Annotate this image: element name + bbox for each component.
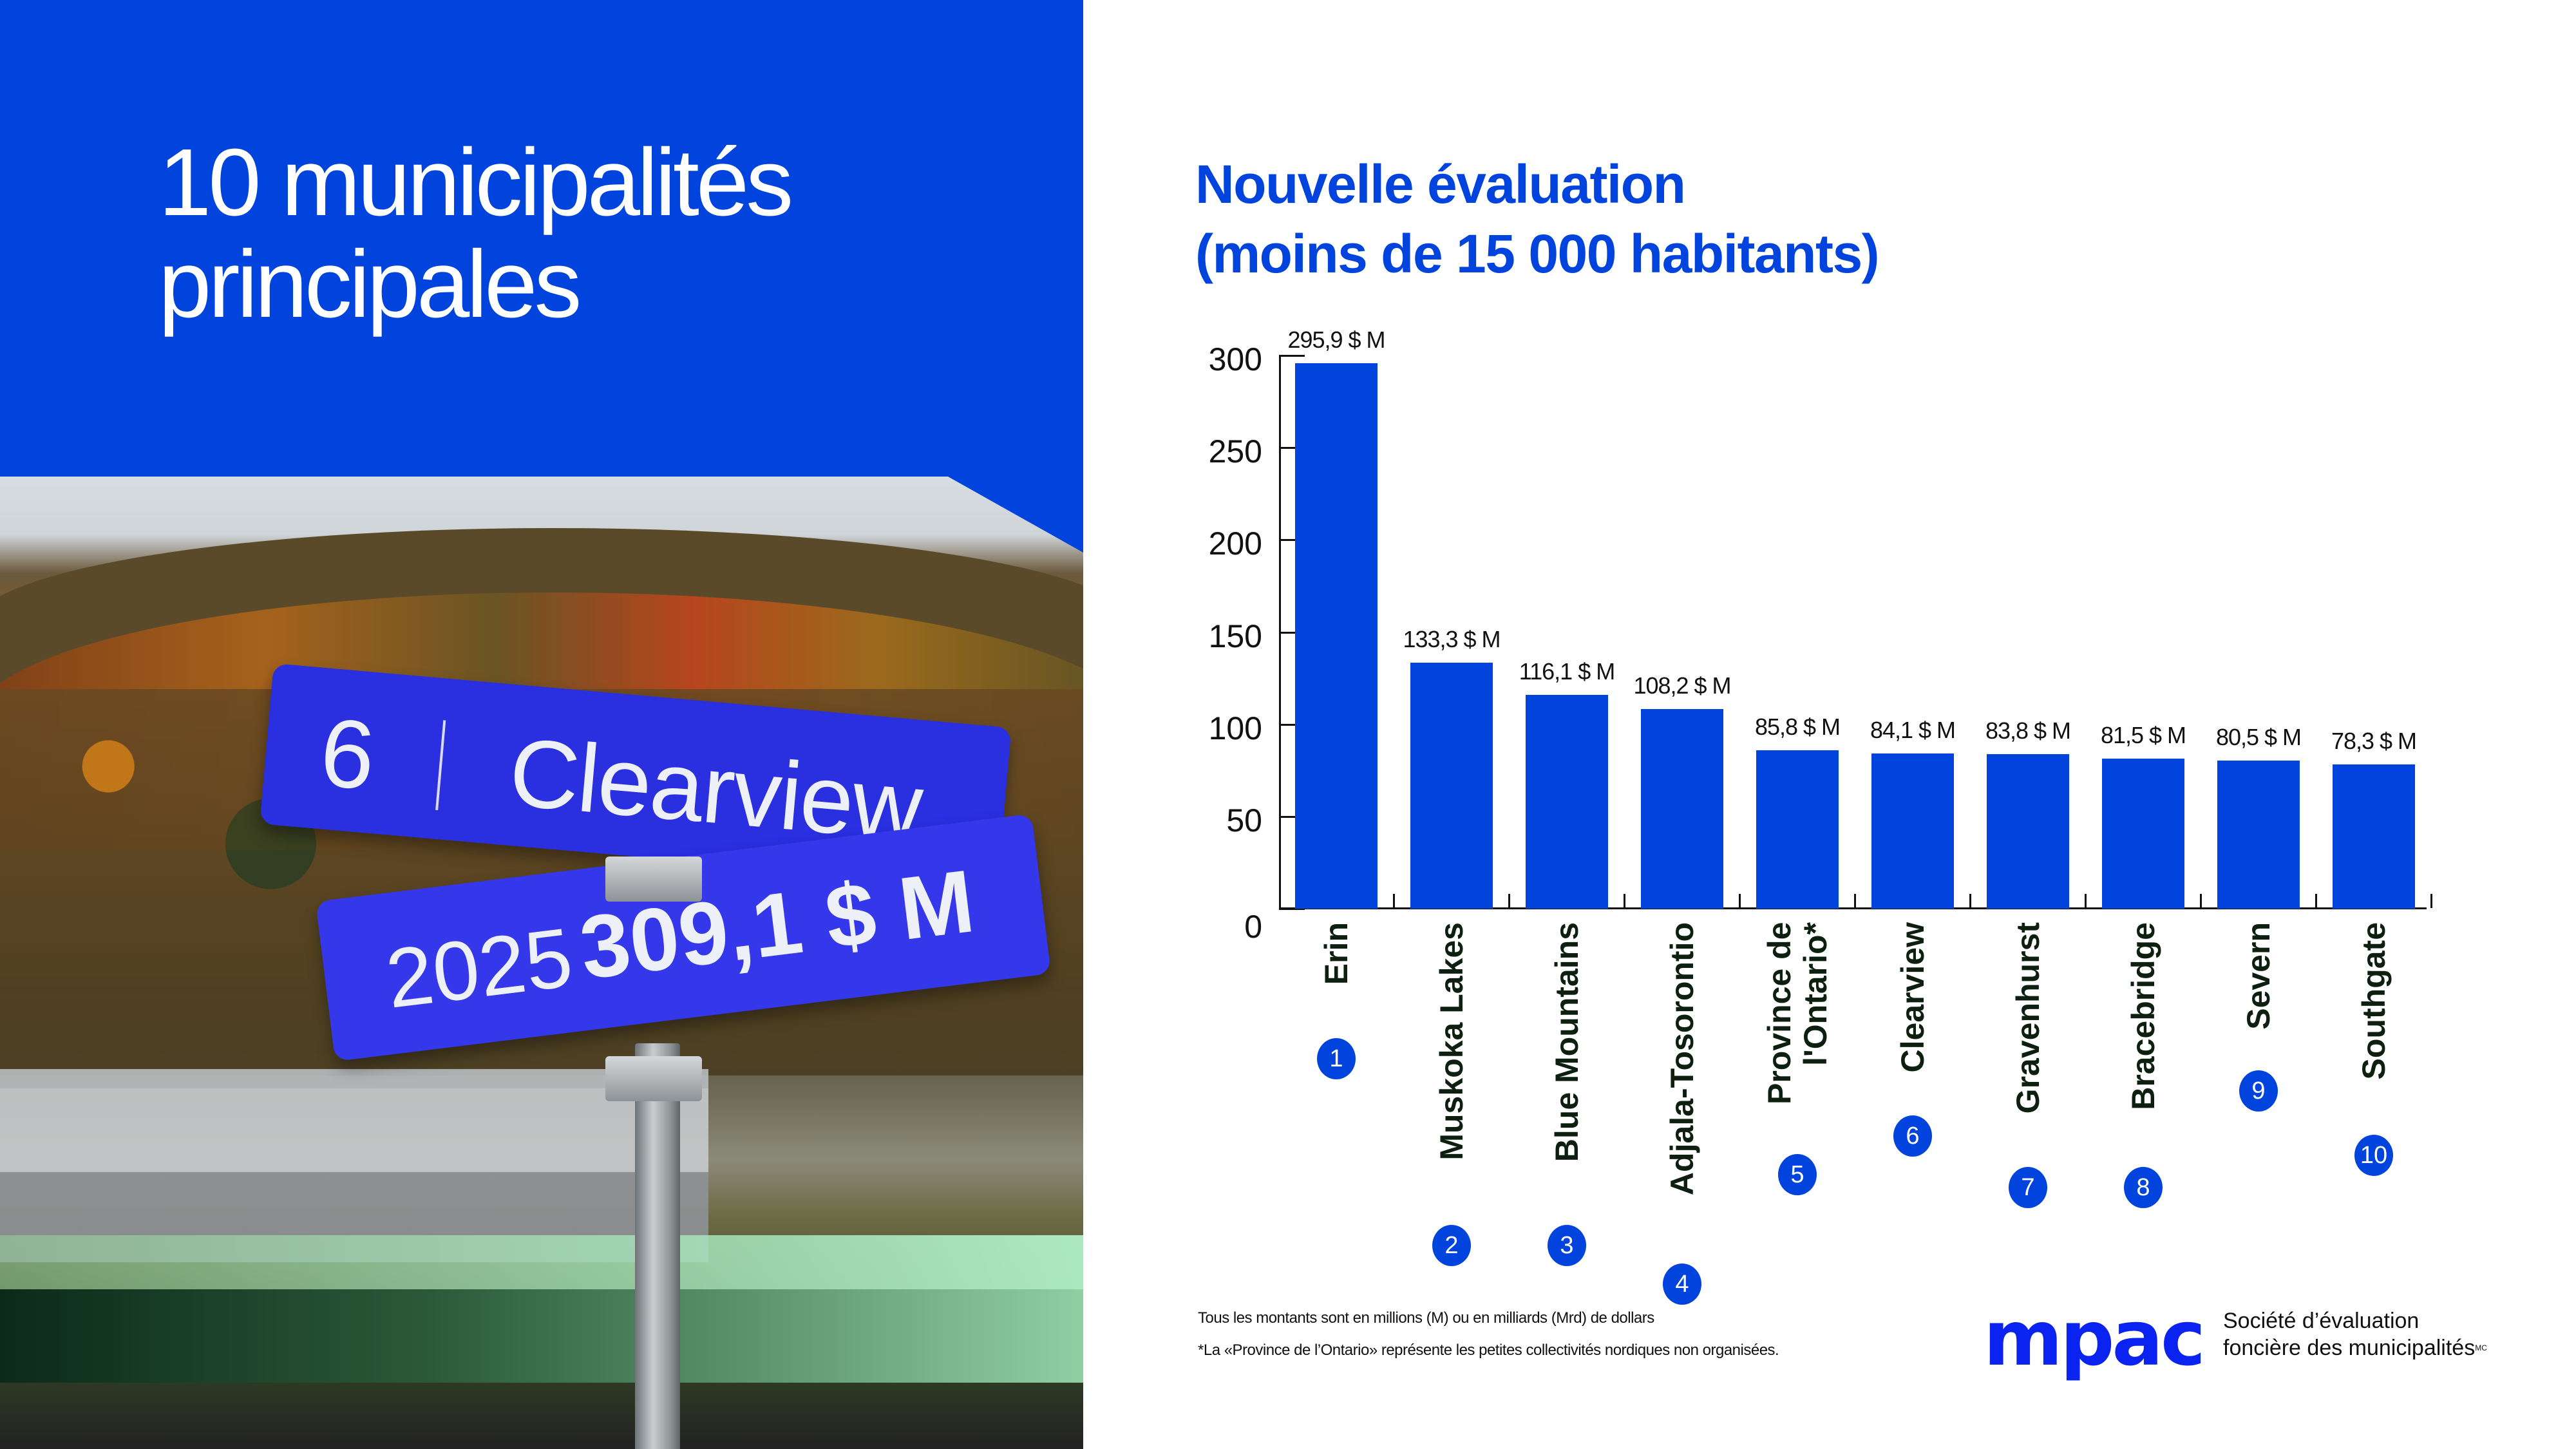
mpac-logo: mpac — [1984, 1294, 2206, 1383]
x-axis — [1279, 907, 2427, 909]
x-tick — [1508, 894, 1510, 908]
sign-year: 2025 — [381, 909, 578, 1026]
mpac-logo-text: Société d’évaluation foncière des munici… — [2223, 1307, 2487, 1361]
category-label: Severn — [2240, 922, 2277, 1030]
category-label: Clearview — [1895, 922, 1931, 1073]
rank-badge: 2 — [1432, 1225, 1471, 1266]
logo-line-2: foncière des municipalitésMC — [2223, 1334, 2487, 1361]
chart-title-line-1: Nouvelle évaluation — [1195, 154, 1686, 214]
bar-value-label: 84,1 $ M — [1870, 717, 1956, 744]
photo-buildings — [0, 1069, 708, 1262]
y-tick — [1279, 447, 1305, 450]
x-tick — [1739, 894, 1741, 908]
x-tick — [2085, 894, 2087, 908]
category-label: Muskoka Lakes — [1434, 922, 1470, 1160]
rank-badge: 6 — [1893, 1115, 1932, 1157]
footnote-units: Tous les montants sont en millions (M) o… — [1198, 1309, 1654, 1327]
y-tick — [1279, 723, 1305, 726]
bar-3 — [1526, 694, 1608, 909]
bar-5 — [1756, 750, 1839, 909]
rank-badge: 5 — [1778, 1154, 1817, 1195]
bar-value-label: 295,9 $ M — [1287, 326, 1385, 353]
bar-2 — [1410, 663, 1493, 909]
y-tick-label: 50 — [1226, 802, 1262, 838]
sign-rank: 6 — [316, 697, 379, 810]
rank-badge: 4 — [1663, 1264, 1701, 1305]
bar-value-label: 78,3 $ M — [2331, 727, 2417, 754]
category-label: Adjala-Tosorontio — [1664, 922, 1700, 1196]
x-tick — [2315, 894, 2317, 908]
x-tick — [2200, 894, 2202, 908]
green-overlay-band-light — [0, 1235, 1083, 1289]
y-tick-label: 200 — [1208, 526, 1262, 562]
logo-line-2-text: foncière des municipalités — [2223, 1336, 2476, 1360]
sign-bracket-icon — [605, 1056, 702, 1101]
rank-badge: 3 — [1548, 1225, 1586, 1266]
y-tick — [1279, 631, 1305, 634]
hero-panel: 10 municipalités principales 6 Clearview… — [0, 0, 1083, 1449]
category-label: Gravenhurst — [2010, 922, 2046, 1114]
category-label: Blue Mountains — [1549, 922, 1585, 1162]
title-line-2: principales — [158, 231, 582, 337]
sign-divider — [435, 720, 446, 811]
bar-1 — [1295, 363, 1378, 909]
y-tick-label: 0 — [1244, 909, 1262, 945]
bar-6 — [1871, 753, 1954, 909]
page-title: 10 municipalités principales — [158, 129, 793, 337]
y-tick — [1279, 908, 1305, 910]
rank-badge: 8 — [2124, 1167, 2163, 1208]
bar-value-label: 80,5 $ M — [2215, 723, 2302, 750]
bar-value-label: 83,8 $ M — [1985, 717, 2071, 744]
footnote-province: *La «Province de l’Ontario» représente l… — [1198, 1341, 1779, 1359]
rank-badge: 7 — [2009, 1167, 2047, 1208]
bar-8 — [2102, 758, 2184, 909]
green-overlay-band-dark — [0, 1289, 1083, 1383]
y-tick-label: 100 — [1208, 710, 1262, 746]
x-tick — [1854, 894, 1856, 908]
rank-badge: 1 — [1317, 1038, 1356, 1079]
rank-badge: 10 — [2354, 1135, 2393, 1176]
y-tick — [1279, 355, 1305, 357]
category-label: Bracebridge — [2125, 922, 2161, 1110]
title-line-1: 10 municipalités — [158, 129, 793, 236]
bar-4 — [1641, 709, 1723, 909]
y-tick-label: 250 — [1208, 433, 1262, 470]
bar-value-label: 81,5 $ M — [2100, 721, 2186, 748]
y-tick-label: 300 — [1208, 341, 1262, 377]
sign-pole — [635, 1043, 680, 1449]
bar-7 — [1987, 754, 2069, 909]
trademark-mark: MC — [2475, 1343, 2487, 1352]
chart-title-line-2: (moins de 15 000 habitants) — [1195, 223, 1880, 284]
category-label: Erin — [1318, 922, 1354, 985]
chart-title: Nouvelle évaluation (moins de 15 000 hab… — [1195, 149, 1880, 289]
rank-badge: 9 — [2239, 1070, 2278, 1112]
category-label: Southgate — [2356, 922, 2392, 1080]
category-label: Province de l'Ontario* — [1761, 922, 1833, 1105]
x-tick — [1393, 894, 1395, 908]
y-tick — [1279, 815, 1305, 818]
bar-value-label: 133,3 $ M — [1403, 626, 1501, 653]
x-tick — [2430, 894, 2432, 908]
bar-9 — [2217, 760, 2300, 909]
bar-value-label: 116,1 $ M — [1519, 658, 1615, 685]
y-tick-label: 150 — [1208, 618, 1262, 654]
x-tick — [1969, 894, 1971, 908]
logo-line-1: Société d’évaluation — [2223, 1309, 2420, 1333]
bar-10 — [2333, 764, 2415, 909]
bar-value-label: 108,2 $ M — [1633, 672, 1731, 699]
sign-bracket-icon — [605, 857, 702, 902]
y-tick — [1279, 539, 1305, 542]
bar-value-label: 85,8 $ M — [1754, 714, 1841, 741]
x-tick — [1624, 894, 1625, 908]
